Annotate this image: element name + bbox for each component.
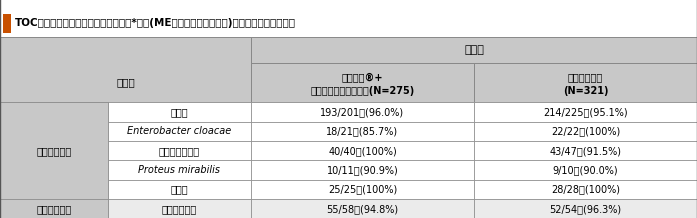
Bar [251, 199, 474, 218]
Bar [474, 122, 697, 141]
Bar [0, 10, 697, 37]
Text: 52/54例(96.3%): 52/54例(96.3%) [549, 204, 622, 214]
Bar [0, 102, 108, 199]
Text: 18/21例(85.7%): 18/21例(85.7%) [326, 126, 399, 136]
Bar [474, 180, 697, 199]
Bar [0, 199, 108, 218]
Bar [474, 102, 697, 122]
Text: 55/58例(94.8%): 55/58例(94.8%) [326, 204, 399, 214]
Text: グラム陽性菌: グラム陽性菌 [36, 204, 72, 214]
Text: メロペネム群: メロペネム群 [568, 72, 603, 82]
Bar [108, 122, 251, 141]
Text: Enterobacter cloacae: Enterobacter cloacae [128, 126, 231, 136]
Text: 40/40例(100%): 40/40例(100%) [328, 146, 397, 156]
Text: 有効率: 有効率 [464, 45, 484, 55]
Text: レンサ球菌属: レンサ球菌属 [162, 204, 197, 214]
Text: 原因菌: 原因菌 [116, 77, 135, 87]
Bar [474, 63, 697, 102]
Text: 214/225例(95.1%): 214/225例(95.1%) [543, 107, 628, 117]
Text: メトロニダゾール注群(N=275): メトロニダゾール注群(N=275) [310, 86, 415, 96]
Text: グラム陰性菌: グラム陰性菌 [36, 146, 72, 156]
Bar [108, 180, 251, 199]
Text: 25/25例(100%): 25/25例(100%) [328, 185, 397, 195]
Text: 緑膿菌: 緑膿菌 [171, 185, 188, 195]
Bar [251, 37, 697, 63]
Text: 43/47例(91.5%): 43/47例(91.5%) [549, 146, 622, 156]
Bar [108, 102, 251, 122]
Bar [108, 160, 251, 180]
Text: ザバクサ®+: ザバクサ®+ [342, 72, 383, 82]
Bar [251, 102, 474, 122]
Bar [251, 141, 474, 160]
Text: 9/10例(90.0%): 9/10例(90.0%) [553, 165, 618, 175]
Text: 28/28例(100%): 28/28例(100%) [551, 185, 620, 195]
Bar [251, 160, 474, 180]
Bar [251, 122, 474, 141]
Text: 193/201例(96.0%): 193/201例(96.0%) [321, 107, 404, 117]
Bar [474, 160, 697, 180]
Text: Proteus mirabilis: Proteus mirabilis [139, 165, 220, 175]
Text: クレブシエラ属: クレブシエラ属 [159, 146, 200, 156]
Text: (N=321): (N=321) [562, 86, 608, 96]
Text: 22/22例(100%): 22/22例(100%) [551, 126, 620, 136]
Bar [251, 63, 474, 102]
Bar [108, 199, 251, 218]
Bar [251, 180, 474, 199]
Text: TOC時点の細菌学的効果（主な原因菌*別）(ME集団：副次評価項目)（サブグループ解析）: TOC時点の細菌学的効果（主な原因菌*別）(ME集団：副次評価項目)（サブグルー… [15, 18, 296, 28]
Text: 10/11例(90.9%): 10/11例(90.9%) [327, 165, 398, 175]
Bar [474, 141, 697, 160]
Bar [108, 141, 251, 160]
Bar [474, 199, 697, 218]
Bar [0, 37, 251, 102]
Bar [3, 14, 11, 32]
Text: 大腸菌: 大腸菌 [171, 107, 188, 117]
